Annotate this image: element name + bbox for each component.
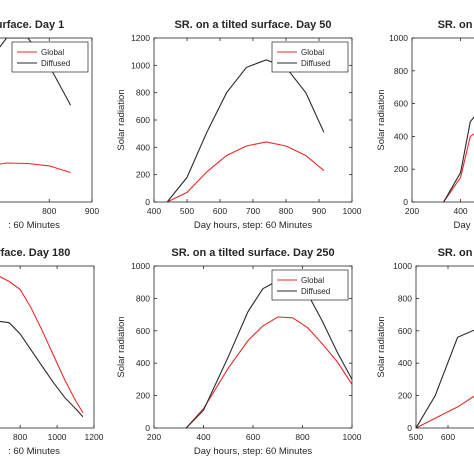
series-line-global bbox=[185, 316, 352, 428]
x-axis-label: : 60 Minutes bbox=[8, 220, 60, 231]
x-tick-label: 800 bbox=[13, 432, 27, 442]
y-tick-label: 400 bbox=[136, 358, 150, 368]
legend-box bbox=[271, 269, 349, 301]
x-tick-label: 1000 bbox=[48, 432, 67, 442]
chart-title: urface. Day 180 bbox=[0, 247, 70, 259]
x-tick-label: 400 bbox=[147, 206, 161, 216]
x-axis-label: Day bbox=[454, 220, 471, 231]
x-axis-label: Day hours, step: 60 Minutes bbox=[194, 220, 313, 231]
x-tick-label: 1000 bbox=[343, 206, 362, 216]
subplot-4: 800 1000 1200 urface. Day 180 : 60 Minutes bbox=[0, 247, 104, 457]
series-line-diffused bbox=[185, 280, 352, 428]
legend-box bbox=[11, 41, 89, 73]
y-tick-label: 0 bbox=[145, 423, 150, 433]
axes-frame bbox=[0, 37, 93, 203]
y-tick-label: 800 bbox=[136, 88, 150, 98]
legend-label-global: Global bbox=[41, 48, 64, 57]
x-tick-label: 400 bbox=[453, 206, 467, 216]
y-tick-label: 600 bbox=[136, 115, 150, 125]
y-tick-label: 1000 bbox=[131, 261, 150, 271]
y-axis-label: Solar radiation bbox=[376, 316, 387, 377]
x-tick-label: 1000 bbox=[343, 432, 362, 442]
subplot-2: 400 500 600 700 800 900 1000 0 200 400 600 800 1000 1… bbox=[116, 19, 362, 231]
legend-label-global: Global bbox=[301, 48, 324, 57]
y-tick-label: 1200 bbox=[131, 33, 150, 43]
chart-title: SR. on a tilted surface. Day 50 bbox=[174, 19, 331, 31]
x-tick-label: 200 bbox=[405, 206, 419, 216]
y-tick-label: 400 bbox=[136, 142, 150, 152]
x-tick-label: 1200 bbox=[85, 432, 104, 442]
axes-frame bbox=[0, 265, 95, 429]
x-tick-label: 500 bbox=[409, 432, 423, 442]
x-tick-label: 600 bbox=[441, 432, 455, 442]
legend: Global Diffused bbox=[271, 269, 349, 301]
x-tick-label: 500 bbox=[180, 206, 194, 216]
y-axis-label: Solar radiation bbox=[116, 89, 127, 150]
y-tick-label: 800 bbox=[398, 293, 412, 303]
legend: Global Diffused bbox=[11, 41, 89, 73]
y-tick-label: 1000 bbox=[389, 33, 408, 43]
chart-title: SR. on a tilted surface. Day 250 bbox=[171, 247, 334, 259]
series-line-global bbox=[0, 276, 84, 413]
x-tick-label: 900 bbox=[312, 206, 326, 216]
series-line-diffused bbox=[416, 329, 474, 428]
y-tick-label: 200 bbox=[394, 164, 408, 174]
x-tick-label: 600 bbox=[246, 432, 260, 442]
y-tick-label: 600 bbox=[136, 326, 150, 336]
y-tick-label: 600 bbox=[398, 326, 412, 336]
series-line-diffused bbox=[443, 116, 474, 202]
series-line-diffused bbox=[166, 59, 325, 202]
x-axis-label: : 60 Minutes bbox=[8, 446, 60, 457]
y-tick-label: 600 bbox=[394, 99, 408, 109]
legend: Global Diffused bbox=[271, 41, 349, 73]
y-tick-label: 0 bbox=[403, 197, 408, 207]
series-line-global bbox=[443, 133, 474, 202]
series-line-global bbox=[416, 395, 474, 428]
y-tick-label: 400 bbox=[394, 131, 408, 141]
axes-frame bbox=[411, 37, 474, 203]
chart-title: urface. Day 1 bbox=[0, 19, 64, 31]
x-tick-label: 400 bbox=[196, 432, 210, 442]
x-tick-label: 800 bbox=[279, 206, 293, 216]
x-tick-label: 900 bbox=[85, 206, 99, 216]
y-axis-label: Solar radiation bbox=[376, 89, 387, 150]
y-tick-label: 800 bbox=[394, 66, 408, 76]
x-tick-label: 200 bbox=[147, 432, 161, 442]
y-axis-label: Solar radiation bbox=[116, 316, 127, 377]
y-tick-label: 400 bbox=[398, 358, 412, 368]
x-axis-label: Day hours, step: 60 Minutes bbox=[194, 446, 313, 457]
y-tick-label: 0 bbox=[407, 423, 412, 433]
x-tick-label: 700 bbox=[246, 206, 260, 216]
chart-title: SR. on bbox=[438, 247, 473, 259]
legend-label-global: Global bbox=[301, 276, 324, 285]
x-tick-label: 800 bbox=[295, 432, 309, 442]
legend-label-diffused: Diffused bbox=[301, 59, 330, 68]
subplot-1: 800 900 urface. Day 1 : 60 Minutes Global Dif… bbox=[0, 19, 99, 231]
axes-frame bbox=[415, 265, 474, 429]
series-line-global bbox=[166, 141, 325, 202]
legend-label-diffused: Diffused bbox=[301, 287, 330, 296]
y-tick-label: 200 bbox=[398, 391, 412, 401]
subplot-6: 500 600 0 200 400 600 800 1000 SR. on Solar radia… bbox=[376, 247, 474, 442]
x-tick-label: 600 bbox=[213, 206, 227, 216]
legend-box bbox=[271, 41, 349, 73]
series-line-diffused bbox=[0, 320, 84, 418]
y-tick-label: 1000 bbox=[393, 261, 412, 271]
y-tick-label: 1000 bbox=[131, 60, 150, 70]
y-tick-label: 200 bbox=[136, 391, 150, 401]
y-tick-label: 0 bbox=[145, 197, 150, 207]
series-line-diffused bbox=[0, 38, 72, 106]
chart-title: SR. on bbox=[438, 19, 473, 31]
y-tick-label: 800 bbox=[136, 293, 150, 303]
x-tick-label: 800 bbox=[42, 206, 56, 216]
y-tick-label: 200 bbox=[136, 170, 150, 180]
legend-label-diffused: Diffused bbox=[41, 59, 70, 68]
series-line-global bbox=[0, 162, 71, 174]
